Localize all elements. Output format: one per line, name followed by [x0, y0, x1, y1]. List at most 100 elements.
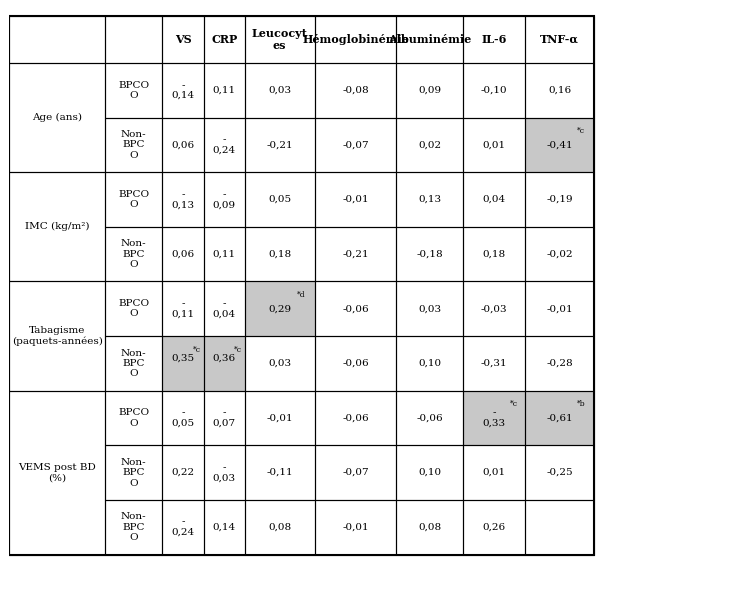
Bar: [162, 336, 204, 391]
Text: -
0,14: - 0,14: [171, 81, 195, 100]
Text: -
0,09: - 0,09: [213, 190, 236, 209]
Bar: [162, 172, 204, 227]
Text: -0,21: -0,21: [267, 140, 293, 149]
Bar: [162, 281, 204, 336]
Text: -0,41: -0,41: [546, 140, 573, 149]
Text: -0,19: -0,19: [546, 195, 573, 204]
Text: Non-
BPC
O: Non- BPC O: [121, 512, 146, 542]
Text: -
0,33: - 0,33: [483, 408, 505, 428]
Text: -0,08: -0,08: [342, 86, 369, 95]
Bar: [463, 500, 525, 555]
Bar: [463, 227, 525, 281]
Bar: [245, 63, 315, 117]
Text: -0,01: -0,01: [342, 195, 369, 204]
Bar: [162, 391, 204, 445]
Bar: [162, 445, 204, 500]
Bar: [525, 281, 594, 336]
Text: -0,28: -0,28: [546, 359, 573, 368]
Bar: [245, 445, 315, 500]
Bar: [105, 336, 162, 391]
Text: Non-
BPC
O: Non- BPC O: [121, 240, 146, 269]
Text: 0,05: 0,05: [268, 195, 291, 204]
Text: BPCO
O: BPCO O: [118, 81, 149, 100]
Bar: [397, 16, 463, 63]
Bar: [525, 227, 594, 281]
Bar: [204, 172, 245, 227]
Bar: [525, 500, 594, 555]
Bar: [463, 391, 525, 445]
Text: -0,06: -0,06: [342, 414, 369, 422]
Bar: [9, 63, 105, 172]
Bar: [463, 117, 525, 172]
Text: CRP: CRP: [211, 34, 237, 45]
Bar: [525, 117, 594, 172]
Bar: [397, 500, 463, 555]
Text: BPCO
O: BPCO O: [118, 408, 149, 428]
Bar: [105, 117, 162, 172]
Bar: [9, 281, 105, 391]
Bar: [245, 281, 315, 336]
Text: Non-
BPC
O: Non- BPC O: [121, 349, 146, 378]
Bar: [9, 16, 594, 555]
Text: 0,02: 0,02: [418, 140, 442, 149]
Text: -0,18: -0,18: [416, 250, 443, 258]
Text: Leucocyt
es: Leucocyt es: [252, 28, 308, 51]
Bar: [525, 336, 594, 391]
Text: *c: *c: [194, 346, 201, 354]
Text: -
0,05: - 0,05: [171, 408, 195, 428]
Bar: [463, 172, 525, 227]
Text: -
0,24: - 0,24: [171, 517, 195, 537]
Text: 0,18: 0,18: [483, 250, 505, 258]
Text: 0,03: 0,03: [418, 304, 442, 313]
Bar: [245, 500, 315, 555]
Bar: [162, 117, 204, 172]
Bar: [315, 445, 397, 500]
Bar: [463, 16, 525, 63]
Text: *c: *c: [577, 127, 585, 135]
Bar: [245, 391, 315, 445]
Text: 0,06: 0,06: [171, 250, 195, 258]
Text: Non-
BPC
O: Non- BPC O: [121, 458, 146, 487]
Bar: [245, 117, 315, 172]
Bar: [204, 500, 245, 555]
Text: 0,10: 0,10: [418, 468, 442, 477]
Text: -
0,07: - 0,07: [213, 408, 236, 428]
Text: -
0,11: - 0,11: [171, 299, 195, 319]
Text: -
0,13: - 0,13: [171, 190, 195, 209]
Bar: [204, 227, 245, 281]
Bar: [397, 391, 463, 445]
Bar: [397, 227, 463, 281]
Bar: [315, 172, 397, 227]
Bar: [397, 172, 463, 227]
Bar: [315, 117, 397, 172]
Text: 0,04: 0,04: [483, 195, 505, 204]
Bar: [525, 391, 594, 445]
Text: 0,18: 0,18: [268, 250, 291, 258]
Text: -0,03: -0,03: [481, 304, 508, 313]
Bar: [463, 445, 525, 500]
Text: Tabagisme
(paquets-années): Tabagisme (paquets-années): [12, 326, 103, 346]
Text: 0,08: 0,08: [418, 523, 442, 532]
Text: -0,11: -0,11: [267, 468, 293, 477]
Bar: [162, 336, 204, 391]
Text: 0,06: 0,06: [171, 140, 195, 149]
Text: -
0,24: - 0,24: [213, 135, 236, 155]
Bar: [162, 227, 204, 281]
Bar: [315, 63, 397, 117]
Text: 0,35: 0,35: [171, 354, 195, 373]
Bar: [315, 336, 397, 391]
Bar: [105, 500, 162, 555]
Text: BPCO
O: BPCO O: [118, 299, 149, 319]
Bar: [525, 172, 594, 227]
Bar: [397, 281, 463, 336]
Bar: [245, 16, 315, 63]
Bar: [204, 117, 245, 172]
Bar: [9, 391, 105, 555]
Text: Non-
BPC
O: Non- BPC O: [121, 130, 146, 160]
Bar: [204, 63, 245, 117]
Bar: [315, 281, 397, 336]
Bar: [105, 391, 162, 445]
Text: *d: *d: [297, 291, 306, 299]
Text: IL-6: IL-6: [481, 34, 507, 45]
Bar: [397, 445, 463, 500]
